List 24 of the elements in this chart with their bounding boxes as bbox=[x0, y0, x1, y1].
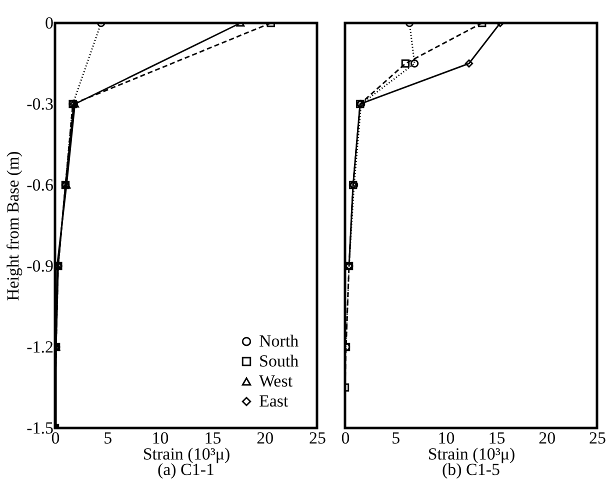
x-tick-label: 25 bbox=[589, 428, 606, 448]
y-axis-title: Height from Base (m) bbox=[4, 151, 23, 301]
y-tick-label: -0.3 bbox=[26, 94, 54, 114]
x-tick-label: 25 bbox=[309, 428, 326, 448]
x-tick-label: 5 bbox=[392, 428, 400, 448]
x-tick-label: 15 bbox=[488, 428, 506, 448]
x-tick-label: 15 bbox=[204, 428, 222, 448]
legend-label: South bbox=[259, 352, 300, 370]
x-tick-label: 0 bbox=[341, 428, 350, 448]
x-tick-label: 20 bbox=[538, 428, 556, 448]
y-tick-label: -0.9 bbox=[26, 256, 54, 276]
x-axis-title: Strain (10³μ) bbox=[428, 444, 516, 464]
x-axis-title: Strain (10³μ) bbox=[142, 444, 230, 464]
y-tick-label: -1.2 bbox=[26, 338, 54, 356]
legend-label: East bbox=[259, 392, 289, 410]
x-tick-label: 5 bbox=[104, 428, 112, 448]
y-tick-label: -0.6 bbox=[26, 176, 54, 194]
x-tick-label: 10 bbox=[438, 428, 455, 448]
x-tick-label: 10 bbox=[152, 428, 169, 448]
legend-label: North bbox=[259, 332, 300, 350]
x-tick-label: 20 bbox=[256, 428, 274, 448]
y-tick-label: -1.5 bbox=[26, 418, 54, 438]
y-tick-label: 0 bbox=[45, 14, 54, 32]
legend-label: West bbox=[259, 372, 293, 390]
